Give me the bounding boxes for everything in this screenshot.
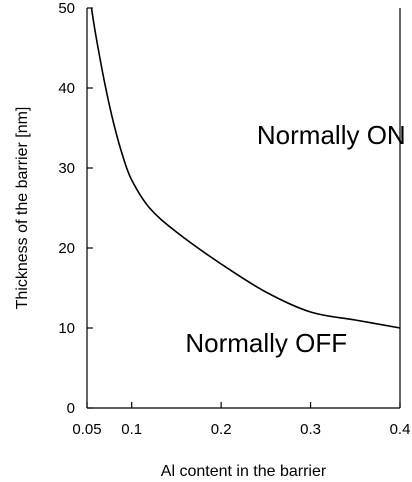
- x-tick-label: 0.05: [72, 421, 101, 438]
- series-line: [90, 7, 401, 329]
- annotations: Normally ON Normally OFF: [185, 120, 405, 358]
- y-tick-label: 30: [58, 160, 75, 177]
- region-label: Normally OFF: [185, 328, 347, 358]
- y-axis-title: Thickness of the barrier [nm]: [14, 107, 31, 310]
- y-tick-label: 40: [58, 80, 75, 97]
- y-tick-label: 50: [58, 0, 75, 17]
- y-tick-label: 0: [67, 400, 75, 417]
- x-tick-label: 0.4: [390, 421, 411, 438]
- x-tick-label: 0.2: [211, 421, 232, 438]
- y-tick-label: 10: [58, 320, 75, 337]
- ticks: 0 10 20 30 40 50 0.05 0.1 0.2 0.3 0.4: [58, 0, 410, 438]
- axes: [86, 8, 401, 409]
- y-tick-label: 20: [58, 240, 75, 257]
- x-tick-label: 0.3: [300, 421, 321, 438]
- region-label: Normally ON: [257, 120, 406, 150]
- x-axis-title: Al content in the barrier: [161, 463, 327, 480]
- x-tick-label: 0.1: [121, 421, 142, 438]
